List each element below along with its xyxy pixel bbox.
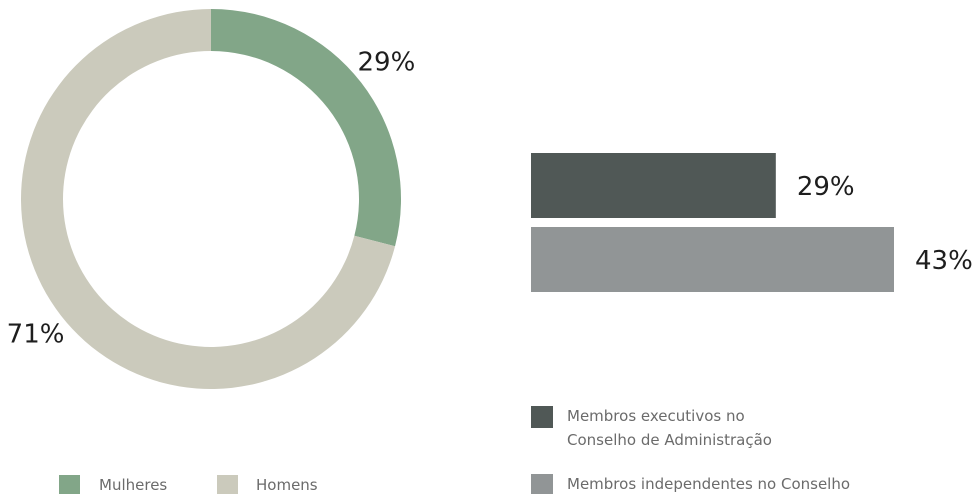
legend-swatch [531,406,553,428]
data-label: 43% [915,246,973,276]
legend-swatch [59,475,80,494]
donut-slice [211,9,401,247]
data-label: 29% [358,47,416,77]
legend-swatch [531,474,553,494]
bar [531,227,894,292]
bar [531,153,776,218]
legend-label: Mulheres [99,476,168,494]
legend-label: Membros executivos no Conselho de Admini… [567,407,772,449]
legend-label: Membros independentes no Conselho [567,475,851,493]
data-label: 29% [797,172,855,202]
data-label: 71% [7,320,65,350]
legend-label: Homens [256,476,318,494]
legend-swatch [217,475,238,494]
